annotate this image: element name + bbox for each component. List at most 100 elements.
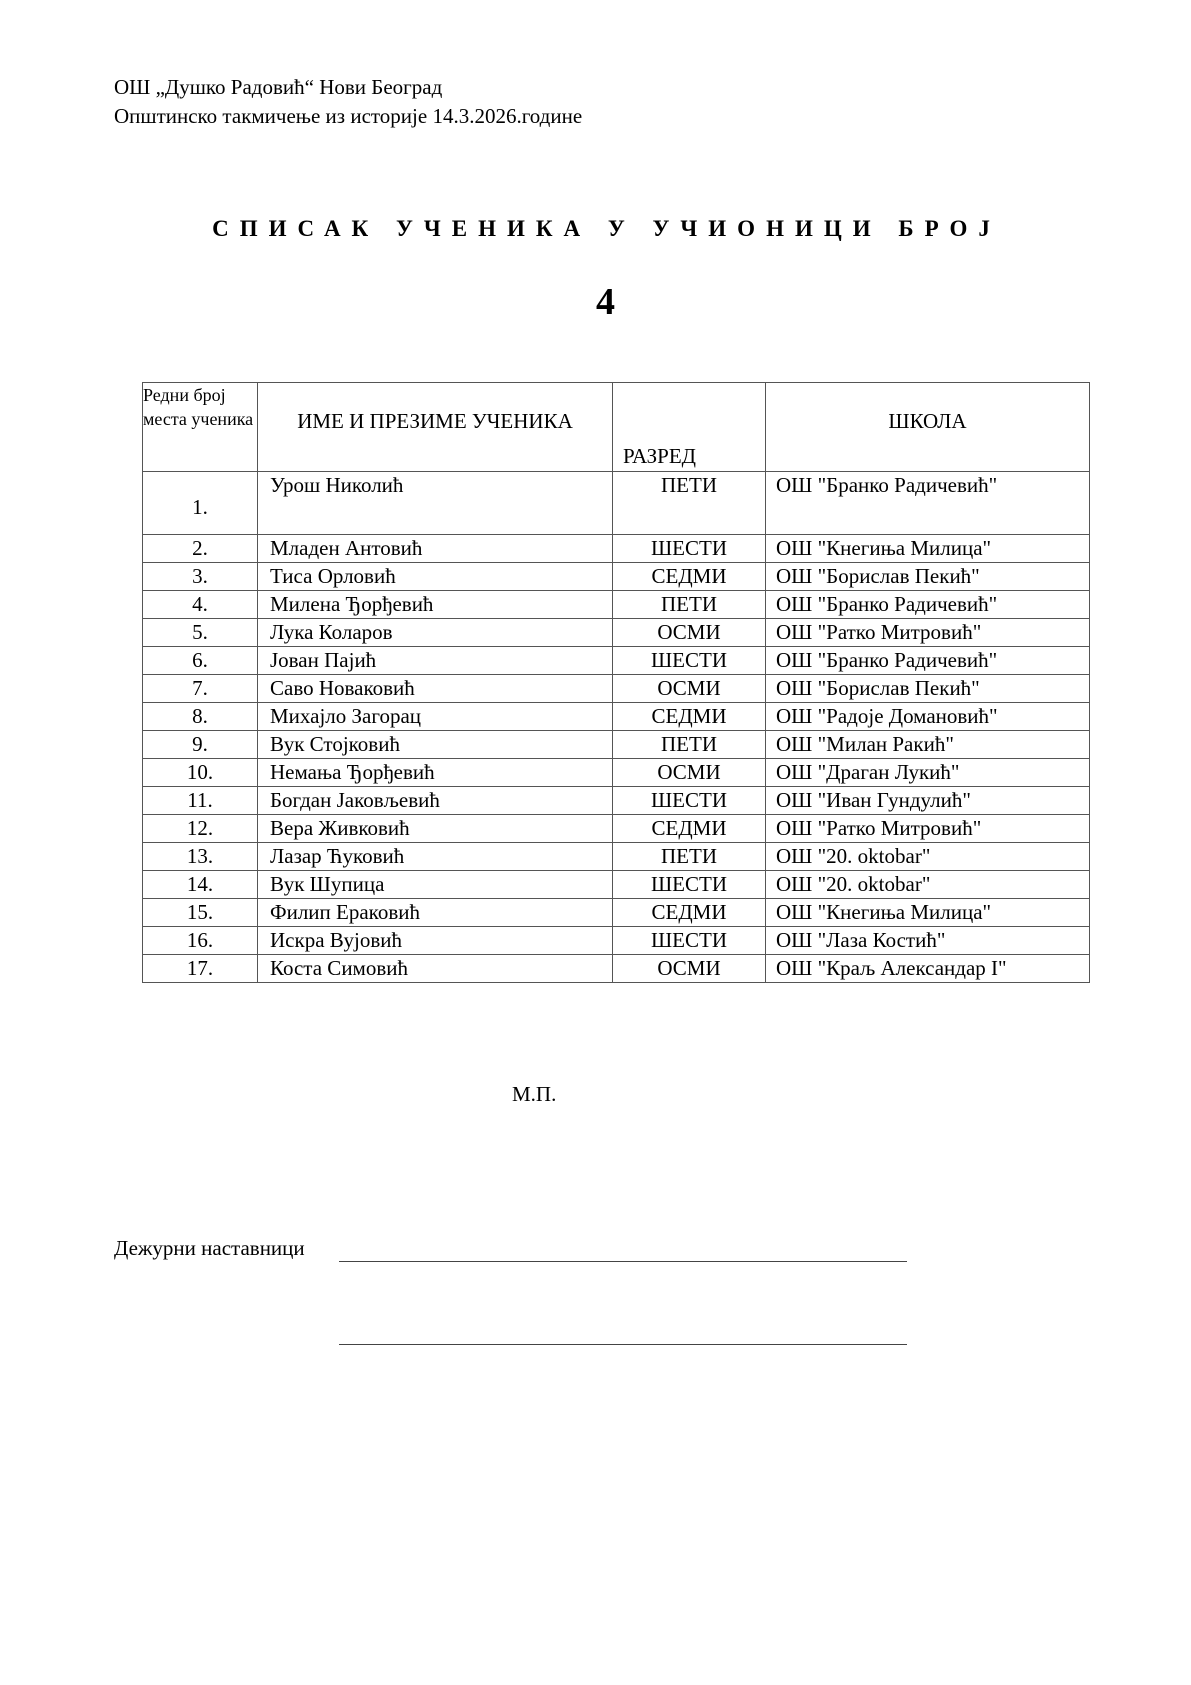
student-name-cell: Немања Ђорђевић — [257, 758, 613, 787]
student-name-cell: Вук Стојковић — [257, 730, 613, 759]
seat-number-cell: 10. — [142, 758, 258, 787]
grade-cell: СЕДМИ — [612, 898, 766, 927]
grade-cell: ШЕСТИ — [612, 646, 766, 675]
table-row: 16. Искра Вујовић ШЕСТИ ОШ "Лаза Костић" — [142, 926, 1090, 955]
student-name-cell: Михајло Загорац — [257, 702, 613, 731]
student-name-cell: Коста Симовић — [257, 954, 613, 983]
students-table: Редни број места ученика ИМЕ И ПРЕЗИМЕ У… — [142, 382, 1090, 983]
school-cell: ОШ "Краљ Александар I" — [765, 954, 1090, 983]
table-row: 10. Немања Ђорђевић ОСМИ ОШ "Драган Лукић" — [142, 758, 1090, 787]
student-name-cell: Лазар Ћуковић — [257, 842, 613, 871]
student-name-cell: Урош Николић — [257, 471, 613, 535]
table-row: 12. Вера Живковић СЕДМИ ОШ "Ратко Митровић" — [142, 814, 1090, 843]
grade-cell: ШЕСТИ — [612, 786, 766, 815]
table-row: 17. Коста Симовић ОСМИ ОШ "Краљ Александар … — [142, 954, 1090, 983]
grade-cell: ШЕСТИ — [612, 534, 766, 563]
student-name-cell: Младен Антовић — [257, 534, 613, 563]
school-cell: ОШ "Милан Ракић" — [765, 730, 1090, 759]
student-name-cell: Филип Ераковић — [257, 898, 613, 927]
table-row: 13. Лазар Ћуковић ПЕТИ ОШ "20. oktobar" — [142, 842, 1090, 871]
student-name-cell: Вук Шупица — [257, 870, 613, 899]
table-row: 9. Вук Стојковић ПЕТИ ОШ "Милан Ракић" — [142, 730, 1090, 759]
stamp-placeholder: М.П. — [512, 1082, 557, 1106]
school-cell: ОШ "20. oktobar" — [765, 870, 1090, 899]
seat-number-cell: 7. — [142, 674, 258, 703]
student-name-cell: Милена Ђорђевић — [257, 590, 613, 619]
student-name-cell: Вера Живковић — [257, 814, 613, 843]
signature-line-1 — [339, 1261, 907, 1262]
grade-cell: ПЕТИ — [612, 730, 766, 759]
seat-number-cell: 16. — [142, 926, 258, 955]
duty-teachers-label: Дежурни наставници — [114, 1236, 305, 1260]
table-row: 3. Тиса Орловић СЕДМИ ОШ "Борислав Пекић" — [142, 562, 1090, 591]
seat-number-cell: 8. — [142, 702, 258, 731]
seat-number-cell: 17. — [142, 954, 258, 983]
student-name-cell: Јован Пајић — [257, 646, 613, 675]
grade-cell: ШЕСТИ — [612, 926, 766, 955]
page-title: СПИСАК УЧЕНИКА У УЧИОНИЦИ БРОЈ — [212, 216, 1001, 241]
grade-cell: ШЕСТИ — [612, 870, 766, 899]
student-name-cell: Тиса Орловић — [257, 562, 613, 591]
seat-number-cell: 2. — [142, 534, 258, 563]
table-row: 6. Јован Пајић ШЕСТИ ОШ "Бранко Радичевић" — [142, 646, 1090, 675]
school-cell: ОШ "Бранко Радичевић" — [765, 590, 1090, 619]
table-row: 1. Урош Николић ПЕТИ ОШ "Бранко Радичевић" — [142, 471, 1090, 535]
student-name-cell: Лука Коларов — [257, 618, 613, 647]
school-name: ОШ „Душко Радовић“ Нови Београд — [114, 75, 443, 99]
seat-number-cell: 13. — [142, 842, 258, 871]
table-row: 7. Саво Новаковић ОСМИ ОШ "Борислав Пекић" — [142, 674, 1090, 703]
school-cell: ОШ "Лаза Костић" — [765, 926, 1090, 955]
seat-number-cell: 5. — [142, 618, 258, 647]
school-cell: ОШ "Бранко Радичевић" — [765, 471, 1090, 535]
seat-number-cell: 14. — [142, 870, 258, 899]
column-header-name: ИМЕ И ПРЕЗИМЕ УЧЕНИКА — [257, 382, 613, 472]
table-row: 5. Лука Коларов ОСМИ ОШ "Ратко Митровић" — [142, 618, 1090, 647]
seat-number-cell: 1. — [142, 471, 258, 535]
table-row: 2. Младен Антовић ШЕСТИ ОШ "Кнегиња Милица" — [142, 534, 1090, 563]
table-header-row: Редни број места ученика ИМЕ И ПРЕЗИМЕ У… — [142, 382, 1090, 472]
seat-number-cell: 6. — [142, 646, 258, 675]
school-cell: ОШ "Иван Гундулић" — [765, 786, 1090, 815]
grade-cell: ПЕТИ — [612, 842, 766, 871]
grade-cell: ОСМИ — [612, 758, 766, 787]
school-cell: ОШ "Кнегиња Милица" — [765, 534, 1090, 563]
table-row: 4. Милена Ђорђевић ПЕТИ ОШ "Бранко Радичеви… — [142, 590, 1090, 619]
school-cell: ОШ "Ратко Митровић" — [765, 618, 1090, 647]
grade-cell: СЕДМИ — [612, 702, 766, 731]
seat-number-cell: 12. — [142, 814, 258, 843]
seat-number-cell: 15. — [142, 898, 258, 927]
school-cell: ОШ "Ратко Митровић" — [765, 814, 1090, 843]
school-cell: ОШ "20. oktobar" — [765, 842, 1090, 871]
seat-number-cell: 3. — [142, 562, 258, 591]
grade-cell: ПЕТИ — [612, 590, 766, 619]
event-line: Општинско такмичење из историје 14.3.202… — [114, 104, 583, 128]
room-number: 4 — [596, 281, 615, 323]
signature-line-2 — [339, 1344, 907, 1345]
school-cell: ОШ "Борислав Пекић" — [765, 562, 1090, 591]
grade-cell: СЕДМИ — [612, 562, 766, 591]
column-header-grade: РАЗРЕД — [612, 382, 766, 472]
column-header-seat: Редни број места ученика — [142, 382, 258, 472]
grade-cell: ОСМИ — [612, 618, 766, 647]
column-header-school: ШКОЛА — [765, 382, 1090, 472]
school-cell: ОШ "Радоје Домановић" — [765, 702, 1090, 731]
seat-number-cell: 11. — [142, 786, 258, 815]
table-row: 8. Михајло Загорац СЕДМИ ОШ "Радоје Доманов… — [142, 702, 1090, 731]
school-cell: ОШ "Кнегиња Милица" — [765, 898, 1090, 927]
grade-cell: ОСМИ — [612, 674, 766, 703]
seat-number-cell: 9. — [142, 730, 258, 759]
school-cell: ОШ "Бранко Радичевић" — [765, 646, 1090, 675]
table-row: 15. Филип Ераковић СЕДМИ ОШ "Кнегиња Милица… — [142, 898, 1090, 927]
student-name-cell: Саво Новаковић — [257, 674, 613, 703]
grade-cell: ОСМИ — [612, 954, 766, 983]
student-name-cell: Богдан Јаковљевић — [257, 786, 613, 815]
grade-cell: ПЕТИ — [612, 471, 766, 535]
grade-cell: СЕДМИ — [612, 814, 766, 843]
student-name-cell: Искра Вујовић — [257, 926, 613, 955]
school-cell: ОШ "Борислав Пекић" — [765, 674, 1090, 703]
table-row: 14. Вук Шупица ШЕСТИ ОШ "20. oktobar" — [142, 870, 1090, 899]
school-cell: ОШ "Драган Лукић" — [765, 758, 1090, 787]
seat-number-cell: 4. — [142, 590, 258, 619]
table-row: 11. Богдан Јаковљевић ШЕСТИ ОШ "Иван Гундул… — [142, 786, 1090, 815]
